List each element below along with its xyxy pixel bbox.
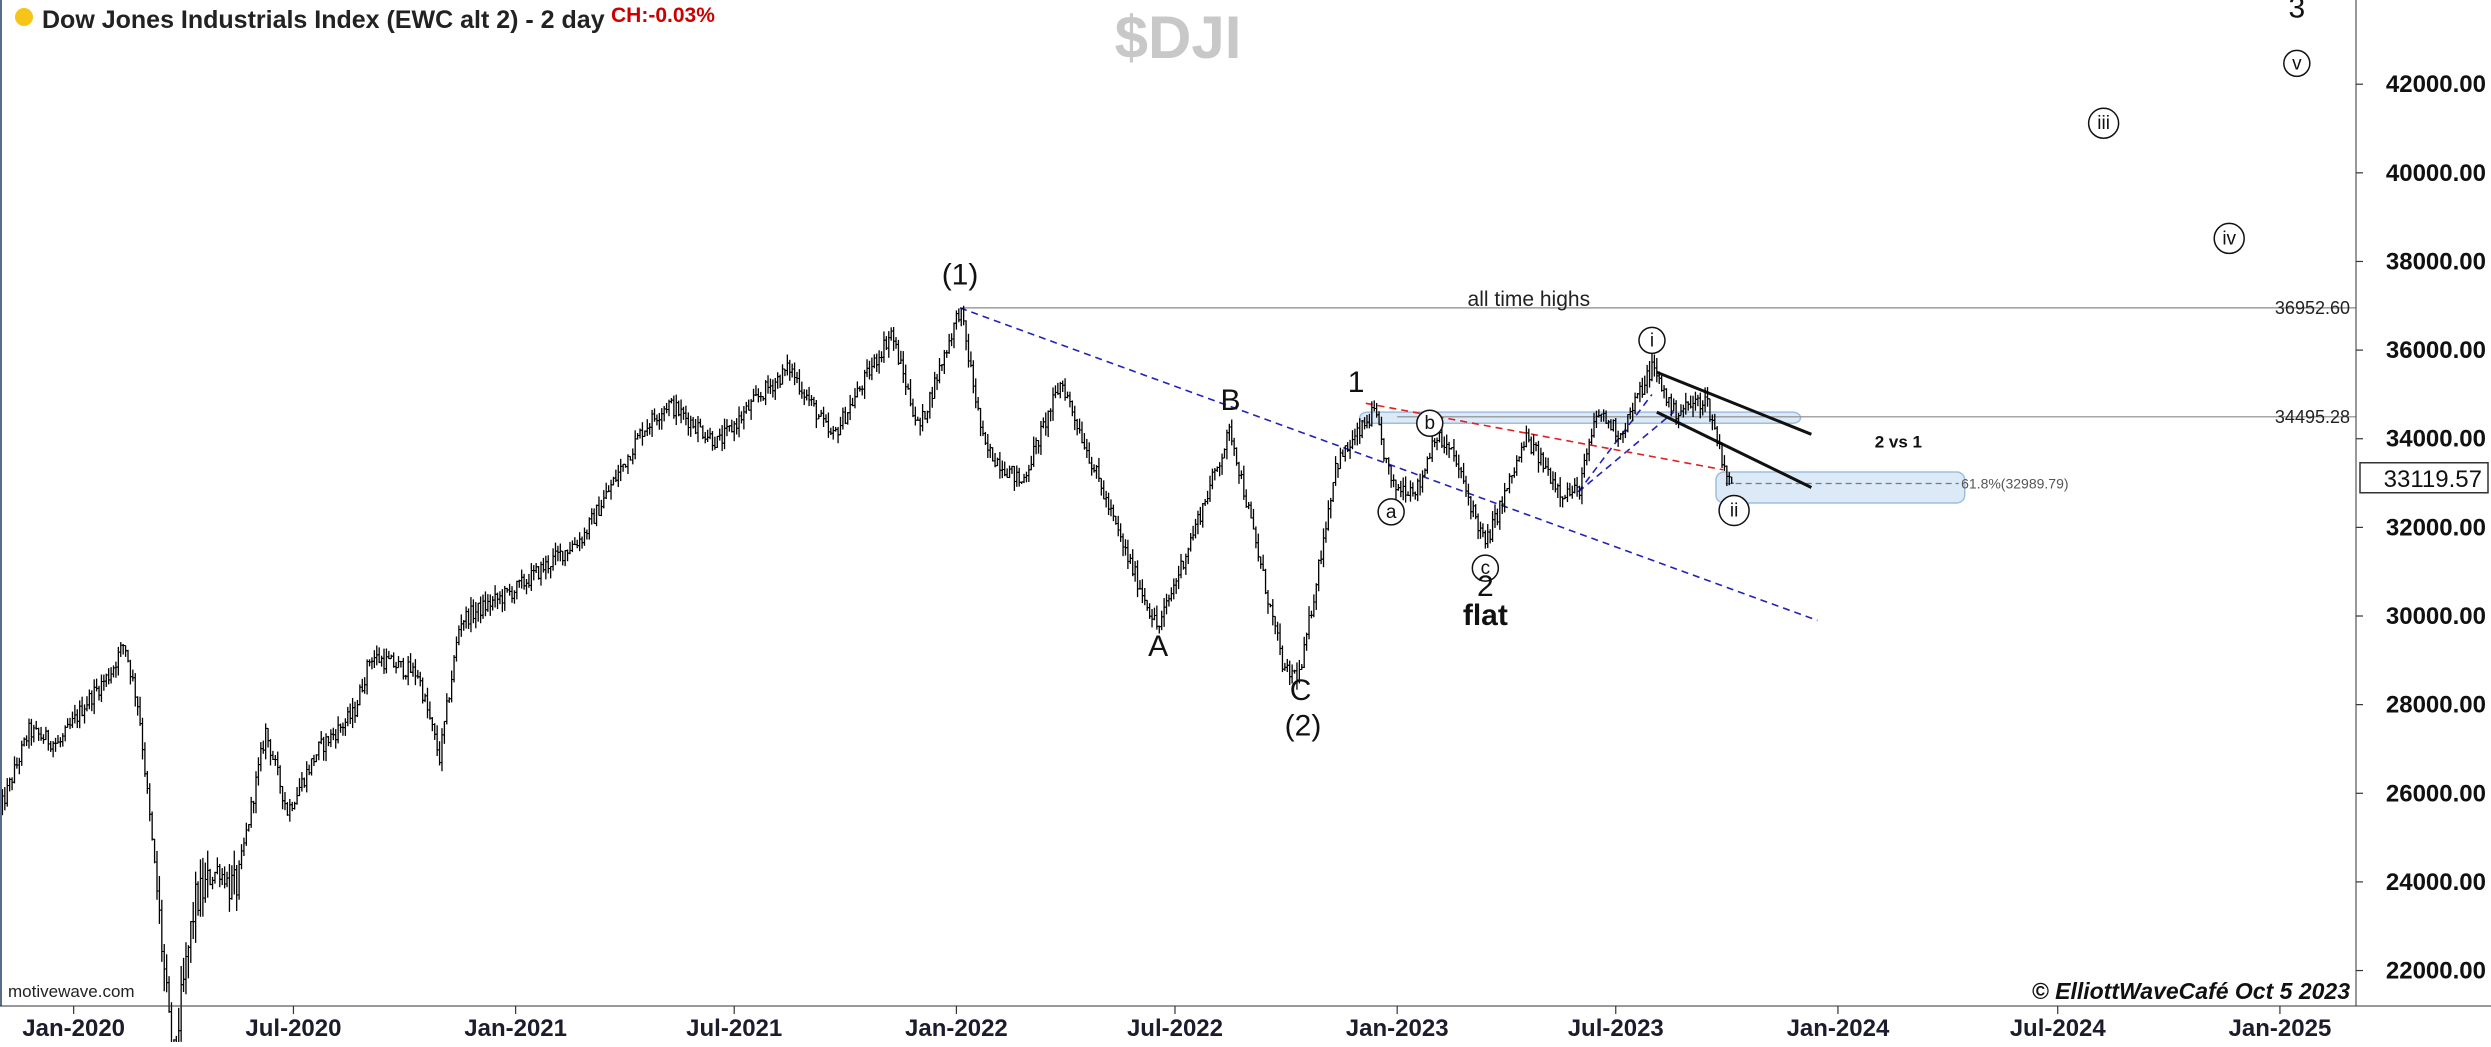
wave-label-a: a: [1386, 502, 1397, 523]
fib-level-label: 61.8%(32989.79): [1961, 476, 2068, 492]
zones-layer: [1358, 411, 1966, 504]
wave-label-b: b: [1424, 413, 1435, 434]
wave-label-i: i: [1650, 330, 1654, 351]
wave-label-iii-circle: [2087, 107, 2120, 139]
y-tick-label: 22000.00: [2386, 958, 2486, 985]
price-bars-layer: [0, 305, 1734, 1047]
x-tick-label: Jan-2023: [1346, 1015, 1449, 1042]
wave-label-iii: iii: [2097, 113, 2110, 134]
wave-label-v-circle: [2283, 49, 2311, 78]
y-axis-ticks: 22000.00 24000.00 26000.00 28000.00 30000.00…: [2356, 71, 2486, 985]
last-price-label: 33119.57: [2384, 466, 2482, 493]
last-price-marker: 33119.57: [2359, 462, 2489, 494]
x-tick-label: Jan-2021: [464, 1015, 567, 1042]
y-tick-label: 26000.00: [2386, 780, 2486, 807]
x-tick-label: Jul-2024: [2010, 1015, 2107, 1042]
wave-label-c: c: [1481, 558, 1491, 579]
x-tick-label: Jul-2022: [1127, 1015, 1223, 1042]
x-axis-ticks: Jan-2020 Jul-2020 Jan-2021 Jul-2021 Jan-2022…: [22, 1006, 2331, 1042]
trend-line-5: [1656, 370, 1812, 436]
x-tick-label: Jul-2020: [245, 1015, 341, 1042]
price-line-label-1: 36952.60: [2275, 298, 2350, 318]
price-line-label-2: 34495.28: [2275, 407, 2350, 427]
target-zone-1: [1358, 411, 1802, 424]
y-tick-label: 34000.00: [2386, 426, 2486, 453]
wave-label-1: (1): [942, 259, 979, 292]
trend-line-6: [1656, 410, 1813, 489]
x-tick-label: Jul-2023: [1568, 1015, 1664, 1042]
wave-label-i-circle: [1638, 326, 1666, 355]
wave-label-2: 2: [1477, 570, 1494, 603]
y-tick-label: 42000.00: [2386, 71, 2486, 98]
wave-label-b: B: [1221, 384, 1241, 417]
wave-label-b-circle: [1416, 409, 1444, 437]
source-label: motivewave.com: [8, 982, 135, 1001]
wave-label-c: C: [1290, 674, 1312, 707]
wave-label-a: A: [1148, 630, 1168, 663]
wave-label-1: 1: [1348, 366, 1365, 399]
y-tick-label: 40000.00: [2386, 160, 2486, 187]
y-tick-label: 38000.00: [2386, 248, 2486, 275]
target-zone-2: [1715, 471, 1966, 504]
x-tick-label: Jan-2024: [1787, 1015, 1890, 1042]
wave-label-iv: iv: [2222, 228, 2236, 249]
change-indicator: CH:-0.03%: [611, 4, 715, 27]
x-tick-label: Jan-2025: [2229, 1015, 2332, 1042]
price-bar: [169, 1002, 173, 1047]
price-bar: [1729, 476, 1734, 484]
x-tick-label: Jan-2022: [905, 1015, 1008, 1042]
y-tick-label: 28000.00: [2386, 692, 2486, 719]
chart-title: Dow Jones Industrials Index (EWC alt 2) …: [42, 6, 605, 34]
annotation-2-vs-1: 2 vs 1: [1875, 433, 1922, 452]
wave-label-v: v: [2292, 53, 2302, 74]
trend-line-2: [1577, 393, 1653, 493]
wave-label-ii: ii: [1730, 501, 1738, 522]
wave-label-3: 3: [2288, 0, 2305, 25]
annotation-all-time-highs: all time highs: [1468, 288, 1591, 311]
x-tick-label: Jan-2020: [22, 1015, 125, 1042]
y-tick-label: 30000.00: [2386, 603, 2486, 630]
y-tick-label: 32000.00: [2386, 514, 2486, 541]
y-tick-label: 36000.00: [2386, 337, 2486, 364]
x-tick-label: Jul-2021: [686, 1015, 782, 1042]
status-dot-icon: [15, 8, 33, 26]
wave-label-flat: flat: [1463, 599, 1508, 632]
y-tick-label: 24000.00: [2386, 869, 2486, 896]
wave-label-2: (2): [1285, 710, 1322, 743]
wave-label-ii-circle: [1718, 494, 1750, 527]
chart-watermark: $DJI: [1115, 4, 1242, 71]
wave-label-iv-circle: [2213, 222, 2245, 255]
last-price-box: [2359, 462, 2489, 494]
price-lines-layer: 36952.60 34495.28 61.8%(32989.79): [960, 298, 2356, 492]
copyright-label: © ElliottWaveCafé Oct 5 2023: [2032, 978, 2350, 1004]
wave-label-a-circle: [1377, 498, 1405, 526]
wave-label-c-circle: [1471, 554, 1500, 582]
